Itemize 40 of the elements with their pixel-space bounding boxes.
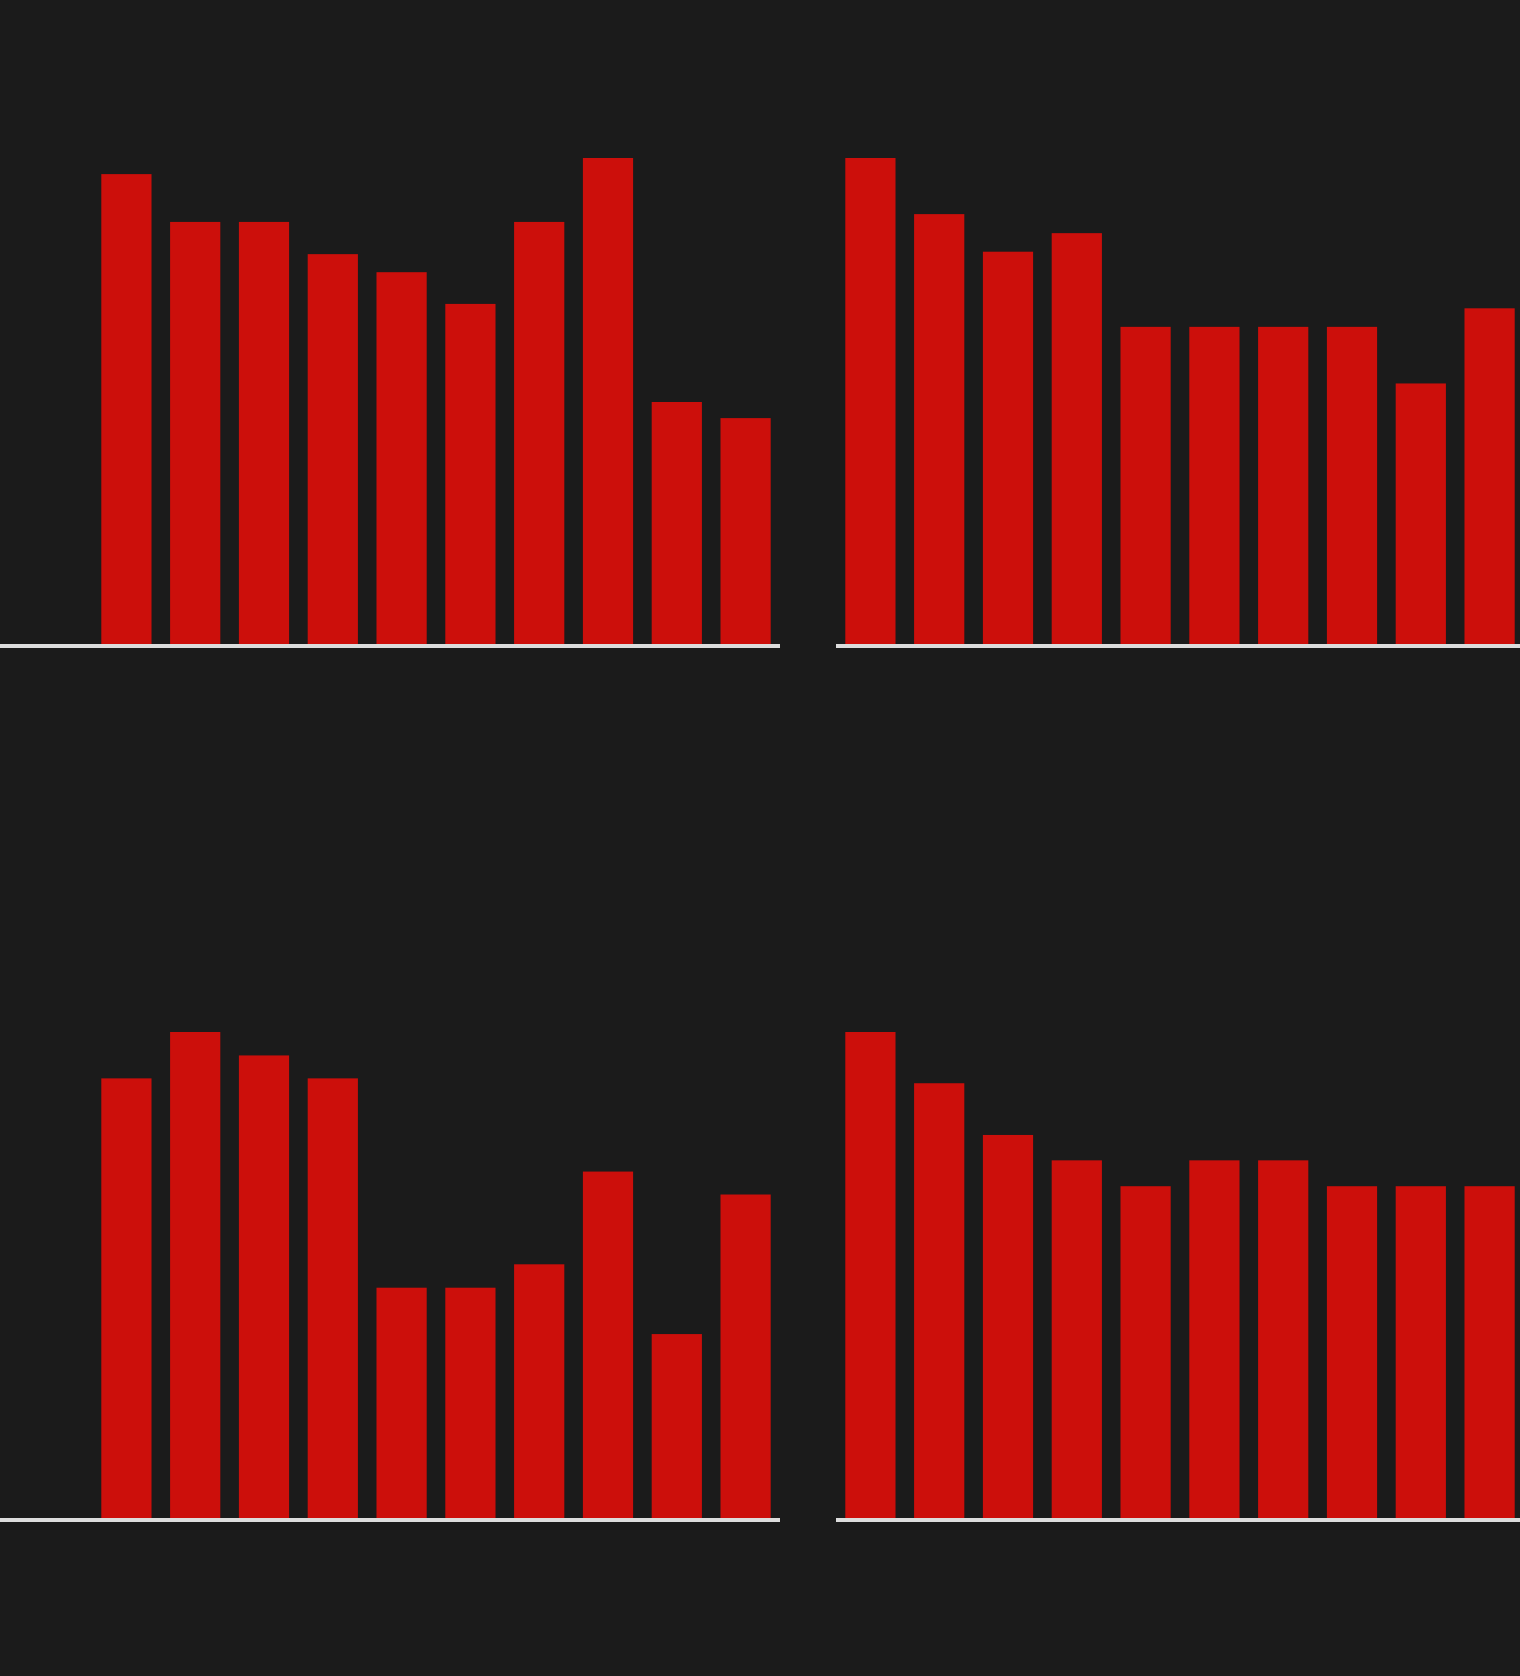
bar (101, 1078, 152, 1520)
bar (1189, 326, 1240, 646)
bar (1258, 1160, 1309, 1520)
bar (1120, 1186, 1171, 1520)
bar (238, 1055, 290, 1520)
bar (982, 251, 1034, 646)
bar (1464, 1186, 1515, 1520)
bar (1120, 326, 1171, 646)
bar (720, 1194, 771, 1520)
bar (982, 1134, 1034, 1520)
bar (1189, 1160, 1240, 1520)
bar (514, 221, 565, 646)
bar (582, 1171, 634, 1520)
bar (720, 418, 771, 646)
bar (914, 214, 965, 646)
bar (651, 1334, 702, 1520)
bar (170, 221, 221, 646)
bar (1326, 326, 1378, 646)
bar (1051, 1160, 1102, 1520)
bar (1258, 326, 1309, 646)
bar (651, 402, 702, 646)
bar (445, 303, 496, 646)
bar (1395, 383, 1446, 646)
bar (376, 272, 427, 646)
bar (1395, 1186, 1446, 1520)
bar (1464, 308, 1515, 646)
bar (170, 1032, 221, 1520)
bar (101, 174, 152, 646)
bar (914, 1083, 965, 1520)
bar (238, 221, 290, 646)
bar (376, 1287, 427, 1520)
bar (582, 158, 634, 646)
bar (514, 1264, 565, 1520)
bar (845, 158, 896, 646)
bar (307, 254, 358, 646)
bar (1326, 1186, 1378, 1520)
bar (307, 1078, 358, 1520)
bar (1051, 233, 1102, 646)
bar (445, 1287, 496, 1520)
bar (845, 1032, 896, 1520)
